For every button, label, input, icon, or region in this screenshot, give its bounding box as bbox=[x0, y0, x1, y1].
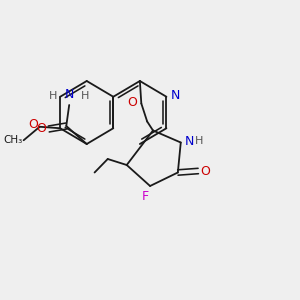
Text: H: H bbox=[81, 92, 89, 101]
Text: H: H bbox=[194, 136, 203, 146]
Text: N: N bbox=[184, 134, 194, 148]
Text: F: F bbox=[142, 190, 149, 202]
Text: N: N bbox=[171, 89, 180, 102]
Text: O: O bbox=[28, 118, 38, 131]
Text: N: N bbox=[64, 88, 74, 101]
Text: O: O bbox=[200, 164, 210, 178]
Text: CH₃: CH₃ bbox=[3, 135, 22, 145]
Text: H: H bbox=[49, 92, 58, 101]
Text: O: O bbox=[37, 122, 46, 135]
Text: O: O bbox=[127, 96, 137, 110]
